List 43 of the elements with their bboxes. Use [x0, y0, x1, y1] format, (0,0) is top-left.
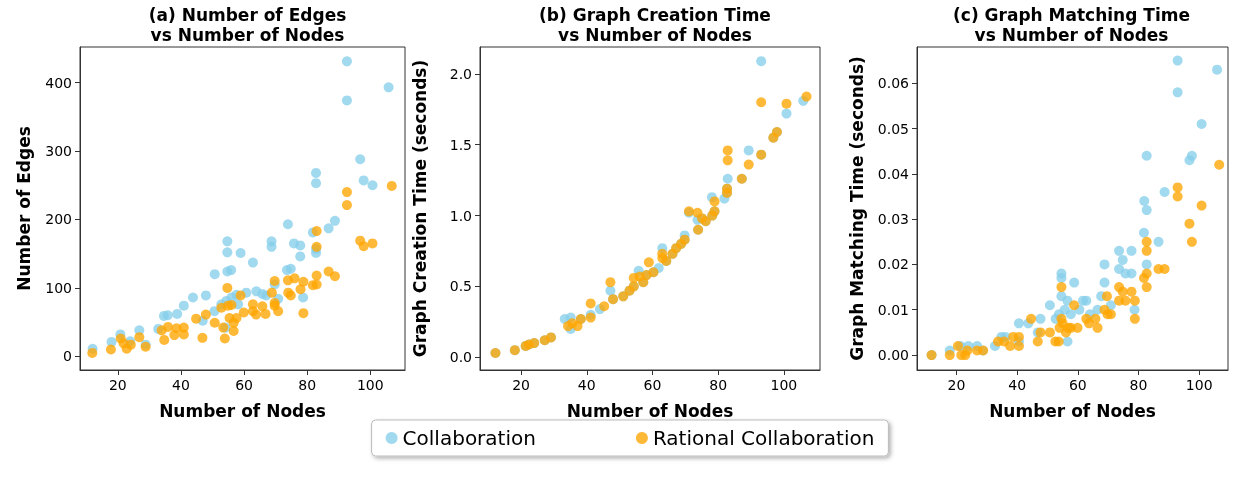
x-tick-label: 20	[947, 377, 966, 393]
y-tick-label: 300	[45, 143, 72, 160]
x-tick-label: 40	[1008, 377, 1027, 393]
x-tick-label: 100	[356, 377, 384, 393]
y-tick-label: 0.03	[877, 211, 909, 228]
x-tick-label: 20	[512, 377, 530, 393]
x-axis-title: Number of Nodes	[566, 400, 734, 421]
y-tick-label: 100	[45, 279, 72, 296]
y-tick-label: 0.01	[877, 301, 909, 318]
x-axis-title: Number of Nodes	[159, 400, 326, 421]
y-tick-label: 0.00	[877, 347, 909, 364]
chart-title: (a) Number of Edges vs Number of Nodes	[148, 5, 347, 45]
x-tick-label: 40	[577, 377, 596, 393]
x-tick-label: 80	[298, 377, 317, 393]
y-tick-label: 400	[45, 74, 72, 91]
y-tick-label: 0.0	[449, 349, 472, 366]
x-tick-label: 100	[1185, 377, 1213, 393]
x-tick-label: 80	[709, 377, 728, 393]
x-tick-label: 60	[235, 377, 253, 393]
y-tick-label: 2.0	[449, 65, 472, 82]
y-tick-label: 0.06	[877, 75, 910, 92]
x-axis-title: Number of Nodes	[989, 400, 1156, 421]
y-tick-label: 1.5	[449, 136, 472, 153]
y-tick-label: 0.05	[877, 120, 909, 137]
y-tick-label: 0	[63, 348, 72, 365]
legend-label: Rational Collaboration	[652, 426, 875, 450]
x-tick-label: 100	[770, 377, 798, 393]
x-tick-label: 40	[172, 377, 190, 393]
y-axis-title: Graph Matching Time (seconds)	[846, 56, 867, 361]
y-axis-title: Number of Edges	[13, 126, 34, 291]
y-tick-label: 1.0	[449, 207, 472, 224]
legend-label: Collaboration	[402, 426, 536, 450]
y-tick-label: 0.04	[877, 165, 910, 182]
y-tick-label: 0.5	[449, 278, 472, 295]
y-axis-title: Graph Creation Time (seconds)	[409, 59, 430, 358]
y-tick-label: 0.02	[877, 256, 909, 273]
y-tick-label: 200	[45, 211, 72, 228]
x-tick-label: 60	[1068, 377, 1087, 393]
x-tick-label: 80	[1129, 377, 1148, 393]
x-tick-label: 20	[108, 377, 127, 393]
chart-title: (b) Graph Creation Time vs Number of Nodes	[539, 5, 771, 45]
x-tick-label: 60	[643, 377, 662, 393]
chart-title: (c) Graph Matching Time vs Number of Nodes	[953, 5, 1190, 45]
